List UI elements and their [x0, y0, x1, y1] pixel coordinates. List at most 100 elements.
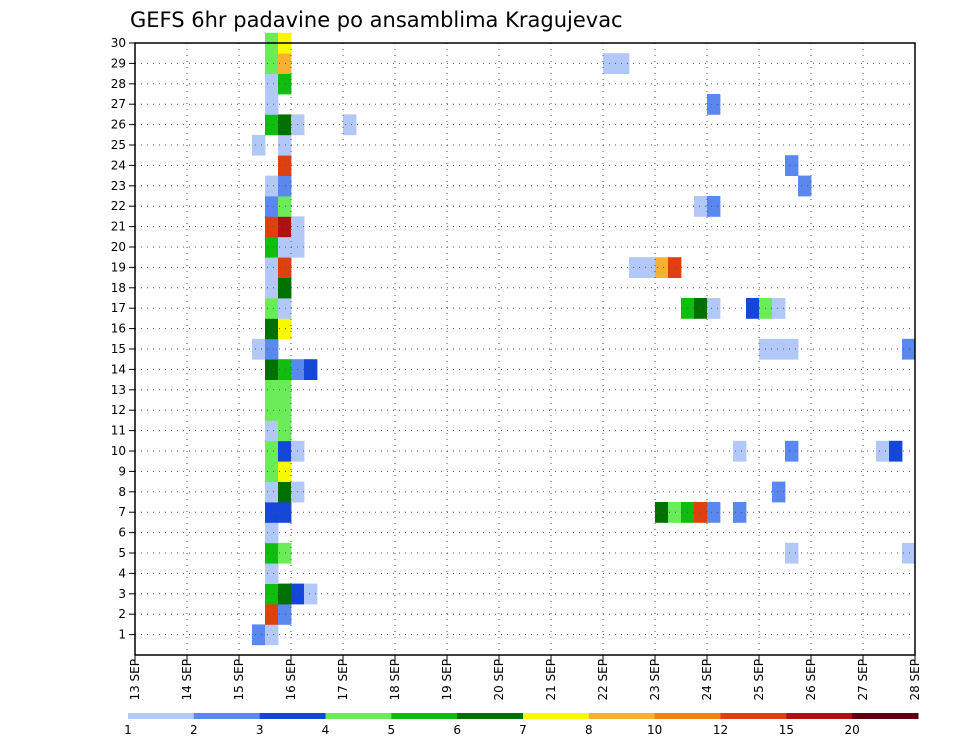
- heatmap-cell: [785, 542, 799, 564]
- y-tick-label: 20: [111, 240, 126, 254]
- heatmap-cell: [668, 257, 682, 278]
- heatmap-cell: [785, 155, 799, 176]
- y-tick-label: 26: [111, 118, 126, 132]
- y-tick-label: 25: [111, 138, 126, 152]
- y-tick-label: 10: [111, 444, 126, 458]
- heatmap-cell: [265, 114, 279, 136]
- heatmap-cell: [772, 338, 786, 360]
- heatmap-cell: [278, 461, 292, 482]
- x-tick-label: 18 SEP: [388, 659, 402, 701]
- heatmap-cell: [707, 298, 721, 319]
- heatmap-cell: [278, 583, 292, 605]
- heatmap-cell: [265, 338, 279, 360]
- heatmap-cell: [694, 196, 708, 217]
- heatmap-cell: [278, 420, 292, 442]
- y-tick-label: 1: [118, 628, 126, 642]
- heatmap-cell: [265, 277, 279, 299]
- heatmap-cell: [252, 338, 266, 360]
- legend-swatch: [720, 713, 787, 719]
- heatmap-cell: [278, 236, 292, 258]
- y-tick-label: 22: [111, 199, 126, 213]
- y-tick-label: 14: [111, 362, 126, 376]
- heatmap-cell: [694, 298, 708, 319]
- heatmap-cell: [278, 604, 292, 625]
- heatmap-cell: [265, 624, 279, 646]
- y-tick-label: 3: [118, 587, 126, 601]
- heatmap-cell: [798, 175, 812, 197]
- heatmap-cells: [252, 32, 916, 646]
- x-tick-label: 25 SEP: [752, 659, 766, 701]
- heatmap-cell: [772, 481, 786, 503]
- y-tick-label: 23: [111, 179, 126, 193]
- heatmap-cell: [304, 583, 318, 605]
- legend-label: 2: [190, 723, 198, 737]
- heatmap-cell: [278, 114, 292, 136]
- legend-swatch: [325, 713, 392, 719]
- legend-swatch: [523, 713, 590, 719]
- y-axis: 1234567891011121314151617181920212223242…: [111, 36, 135, 642]
- x-tick-label: 14 SEP: [180, 659, 194, 701]
- x-tick-label: 26 SEP: [804, 659, 818, 701]
- y-tick-label: 28: [111, 77, 126, 91]
- y-tick-label: 6: [118, 526, 126, 540]
- y-tick-label: 17: [111, 301, 126, 315]
- heatmap-cell: [278, 216, 292, 238]
- heatmap-cell: [278, 277, 292, 299]
- x-tick-label: 13 SEP: [128, 659, 142, 701]
- heatmap-cell: [265, 196, 279, 217]
- heatmap-cell: [265, 216, 279, 238]
- heatmap-cell: [265, 522, 279, 544]
- heatmap-cell: [655, 502, 669, 523]
- heatmap-cell: [252, 624, 266, 646]
- x-tick-label: 19 SEP: [440, 659, 454, 701]
- heatmap-cell: [278, 440, 292, 462]
- y-tick-label: 12: [111, 403, 126, 417]
- heatmap-cell: [733, 440, 747, 462]
- legend-label: 8: [585, 723, 593, 737]
- heatmap-cell: [772, 298, 786, 319]
- heatmap-cell: [265, 257, 279, 278]
- heatmap-cell: [902, 542, 916, 564]
- heatmap-cell: [616, 53, 630, 74]
- heatmap-cell: [642, 257, 656, 278]
- x-tick-label: 24 SEP: [700, 659, 714, 701]
- heatmap-cell: [265, 298, 279, 319]
- heatmap-cell: [278, 134, 292, 156]
- y-tick-label: 24: [111, 158, 126, 172]
- heatmap-cell: [902, 338, 916, 360]
- heatmap-cell: [343, 114, 357, 136]
- heatmap-cell: [265, 583, 279, 605]
- heatmap-cell: [265, 359, 279, 380]
- legend-swatch: [457, 713, 524, 719]
- x-tick-label: 20 SEP: [492, 659, 506, 701]
- legend-label: 7: [519, 723, 527, 737]
- y-tick-label: 11: [111, 424, 126, 438]
- heatmap-cell: [746, 298, 760, 319]
- y-tick-label: 15: [111, 342, 126, 356]
- heatmap-cell: [655, 257, 669, 278]
- heatmap-cell: [629, 257, 643, 278]
- heatmap-cell: [278, 175, 292, 197]
- y-tick-label: 13: [111, 383, 126, 397]
- legend-label: 5: [388, 723, 396, 737]
- heatmap-cell: [265, 563, 279, 584]
- heatmap-cell: [707, 94, 721, 115]
- legend-label: 1: [124, 723, 132, 737]
- legend-swatch: [128, 713, 195, 719]
- legend-swatch: [588, 713, 656, 719]
- chart-title: GEFS 6hr padavine po ansamblima Kragujev…: [130, 8, 623, 32]
- legend-label: 12: [713, 723, 728, 737]
- y-tick-label: 19: [111, 260, 126, 274]
- x-tick-label: 15 SEP: [232, 659, 246, 701]
- heatmap-cell: [707, 502, 721, 523]
- color-legend: 1 2 3 4 5 6 7 8 10 12 15 20: [124, 713, 919, 737]
- heatmap-cell: [265, 481, 279, 503]
- heatmap-cell: [707, 196, 721, 217]
- heatmap-cell: [265, 461, 279, 482]
- y-tick-label: 9: [118, 464, 126, 478]
- heatmap-cell: [304, 359, 318, 380]
- heatmap-cell: [265, 318, 279, 340]
- x-tick-label: 21 SEP: [544, 659, 558, 701]
- heatmap-cell: [265, 542, 279, 564]
